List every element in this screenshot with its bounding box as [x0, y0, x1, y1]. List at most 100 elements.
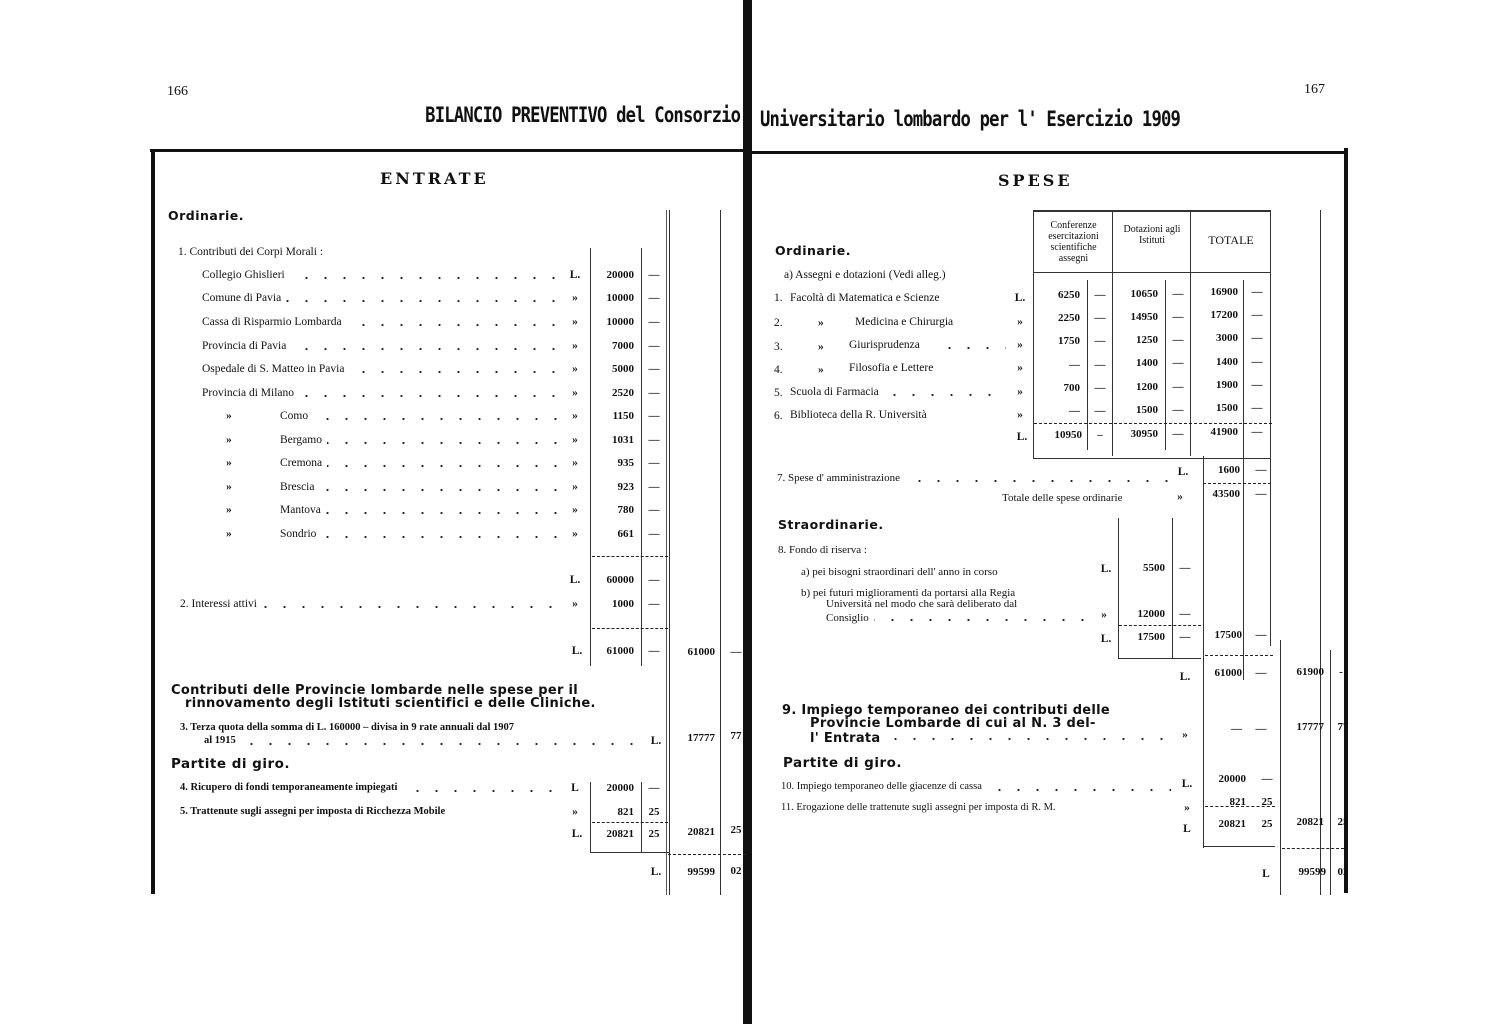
- contributor-name: Cassa di Risparmio Lombarda: [202, 315, 347, 329]
- item-9-label-line2: Provincie Lombarde di cui al N. 3 del-: [810, 716, 1096, 731]
- currency-marker: »: [572, 434, 578, 446]
- currency-marker: L: [571, 782, 579, 794]
- currency-marker: »: [1182, 729, 1188, 741]
- amount: 821: [617, 806, 635, 818]
- ditto-mark: »: [818, 364, 824, 376]
- cents: —: [1251, 379, 1263, 391]
- cents: —: [648, 269, 660, 281]
- amount: 20821: [606, 828, 635, 840]
- dotazioni-amount: 10650: [1130, 288, 1159, 300]
- cents: —: [1094, 289, 1106, 301]
- row-number: 3.: [774, 340, 788, 354]
- conferenze-amount: 700: [1063, 382, 1081, 394]
- row-number: 5.: [774, 386, 788, 400]
- heading-entrate: ENTRATE: [380, 169, 489, 188]
- col-header-conferenze: Conferenze esercitazioni scientifiche as…: [1048, 220, 1099, 264]
- amount: 61000: [1214, 667, 1243, 679]
- cents: —: [1251, 332, 1263, 344]
- currency-marker: L: [1262, 868, 1270, 880]
- total-amount: 20821: [687, 826, 716, 838]
- dotazioni-amount: 1400: [1136, 357, 1158, 369]
- total-amount: 17500: [1214, 629, 1243, 641]
- currency-marker: »: [1017, 362, 1023, 374]
- cents: —: [1251, 309, 1263, 321]
- conferenze-amount: 6250: [1058, 289, 1080, 301]
- frame-right: [1344, 148, 1348, 893]
- conferenze-amount: 2250: [1058, 312, 1080, 324]
- cents: –: [1097, 429, 1103, 441]
- cents: —: [1251, 426, 1263, 438]
- contributor-name: Sondrio: [280, 527, 322, 541]
- section-contributi: Contributi delle Provincie lombarde nell…: [171, 683, 579, 698]
- currency-marker: »: [572, 340, 578, 352]
- section-partite-di-giro-spese: Partite di giro.: [783, 755, 903, 771]
- total-amount: 61900: [1296, 666, 1325, 678]
- cents: —: [1179, 631, 1191, 643]
- total-amount: 20821: [1296, 816, 1325, 828]
- totale-ordinarie-label: Totale delle spese ordinarie: [1002, 492, 1123, 504]
- section-ordinarie-spese: Ordinarie.: [775, 243, 852, 258]
- amount: —: [1231, 723, 1242, 735]
- dotazioni-amount: 1200: [1136, 381, 1158, 393]
- amount: 10000: [606, 316, 635, 328]
- currency-marker: »: [1177, 491, 1183, 503]
- currency-marker: »: [572, 457, 578, 469]
- dotazioni-total: 30950: [1130, 428, 1159, 440]
- amount: 2520: [612, 387, 634, 399]
- totale-total: 41900: [1210, 426, 1239, 438]
- row-label: Biblioteca della R. Università: [790, 408, 932, 422]
- currency-marker: »: [1184, 802, 1190, 814]
- total-cents: -: [1339, 666, 1343, 678]
- cents: —: [1094, 382, 1106, 394]
- currency-marker: »: [572, 481, 578, 493]
- amount: 1031: [612, 434, 634, 446]
- contributor-name: Como: [280, 409, 314, 423]
- item-3-label: 3. Terza quota della somma di L. 160000 …: [180, 722, 515, 733]
- grand-total-cents: 02: [730, 865, 742, 877]
- col-header-totale: TOTALE: [1208, 233, 1254, 247]
- cents: —: [1172, 404, 1184, 416]
- dotazioni-amount: 1250: [1136, 334, 1158, 346]
- item-8b-label-line2: Università nel modo che sarà deliberato …: [826, 598, 1018, 610]
- amount: 61000: [606, 645, 635, 657]
- cents: —: [648, 340, 660, 352]
- cents: —: [1172, 381, 1184, 393]
- cents: —: [648, 528, 660, 540]
- amount: 20821: [1218, 818, 1247, 830]
- row-label: Medicina e Chirurgia: [855, 315, 959, 329]
- currency-marker: L.: [1177, 466, 1189, 478]
- interessi-label: 2. Interessi attivi: [180, 597, 262, 611]
- cents: —: [648, 434, 660, 446]
- amount: 20000: [606, 269, 635, 281]
- currency-marker: »: [572, 806, 578, 818]
- cents: —: [1251, 402, 1263, 414]
- row-label: Giurisprudenza: [849, 338, 925, 352]
- currency-marker: »: [572, 363, 578, 375]
- currency-marker: L.: [571, 645, 583, 657]
- row-label: Scuola di Farmacia: [790, 385, 884, 399]
- title-right: Universitario lombardo per l' Esercizio …: [760, 107, 1181, 131]
- currency-marker: »: [572, 598, 578, 610]
- currency-marker: L.: [1100, 633, 1112, 645]
- row-number: 6.: [774, 409, 788, 423]
- totale-amount: 1400: [1216, 356, 1238, 368]
- ditto-mark: »: [226, 481, 232, 493]
- currency-marker: L.: [650, 866, 662, 878]
- ditto-mark: »: [226, 528, 232, 540]
- contributor-name: Provincia di Milano: [202, 386, 299, 400]
- total-amount: 17777: [1296, 721, 1325, 733]
- cents: 25: [648, 806, 660, 818]
- currency-marker: L.: [1016, 431, 1028, 443]
- cents: —: [1255, 464, 1267, 476]
- item-5-label: 5. Trattenute sugli assegni per imposta …: [180, 805, 451, 819]
- amount: 10000: [606, 292, 635, 304]
- cents: —: [1255, 667, 1267, 679]
- contributor-name: Provincia di Pavia: [202, 339, 292, 353]
- dotazioni-amount: 14950: [1130, 311, 1159, 323]
- currency-marker: »: [1017, 409, 1023, 421]
- cents: —: [648, 292, 660, 304]
- currency-marker: L: [1183, 823, 1191, 835]
- currency-marker: L.: [1100, 563, 1112, 575]
- amount: 5500: [1143, 562, 1165, 574]
